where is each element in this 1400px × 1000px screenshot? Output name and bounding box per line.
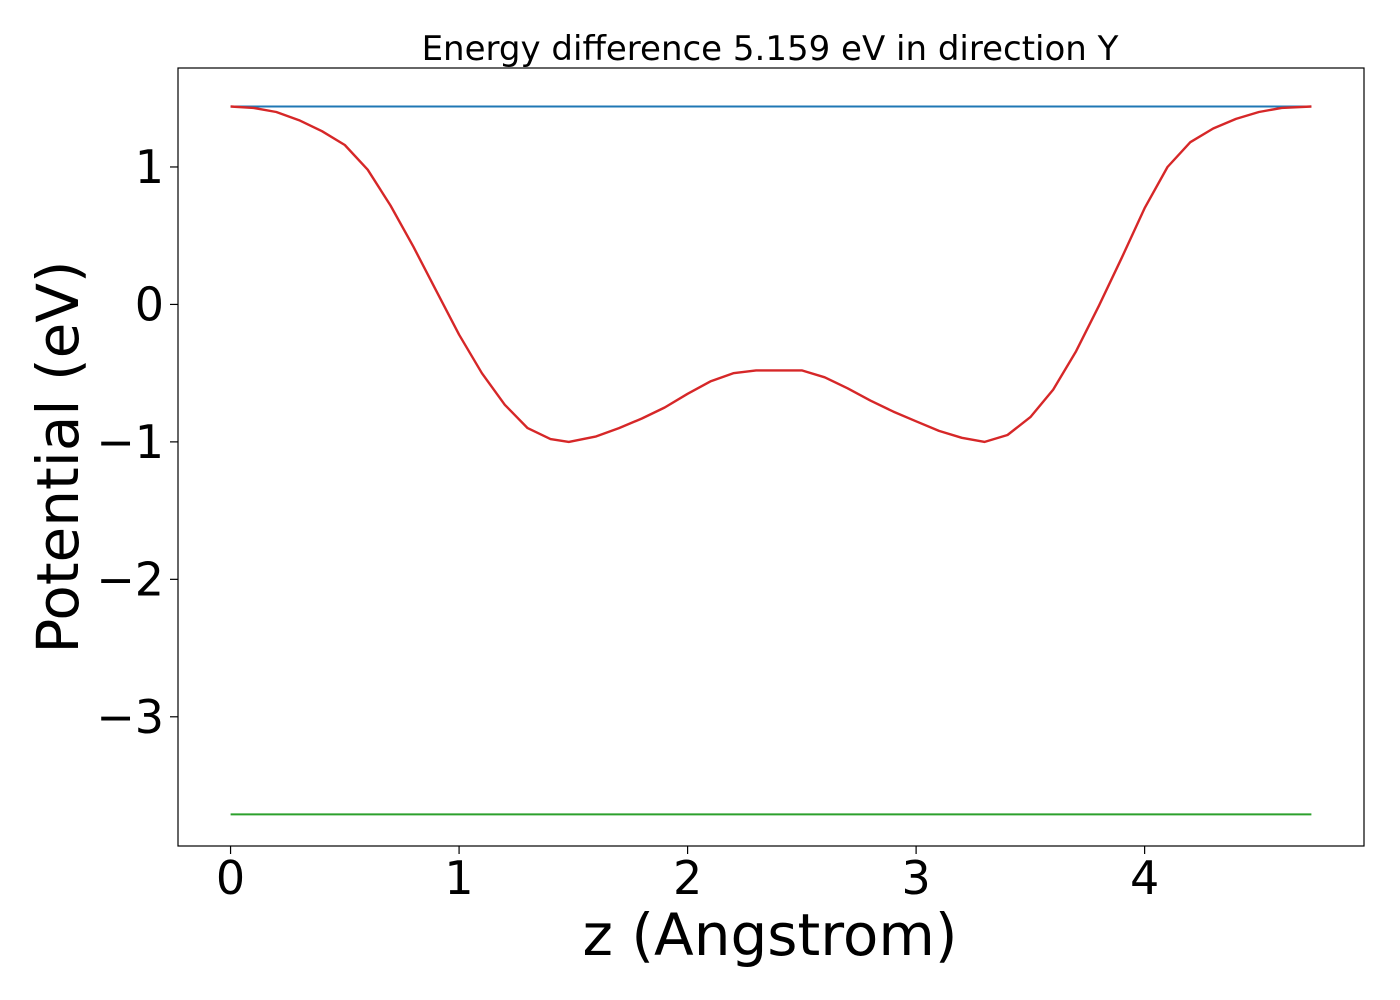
x-tick-label: 0 [216,851,245,905]
series-line-3 [230,105,1312,444]
x-tick-label: 1 [444,851,473,905]
y-tick-label: −2 [96,552,164,606]
y-tick-label: 1 [135,140,164,194]
x-axis-ticks: 0 1 2 3 4 [216,846,1159,905]
x-tick-label: 4 [1130,851,1159,905]
chart-title: Energy difference 5.159 eV in direction … [422,29,1119,69]
x-tick-label: 2 [673,851,702,905]
y-axis-ticks: 1 0 −1 −2 −3 [96,140,178,744]
x-axis-label: z (Angstrom) [583,901,958,969]
y-tick-label: 0 [135,277,164,331]
x-tick-label: 3 [901,851,930,905]
y-tick-label: −3 [96,690,164,744]
series-layer [230,105,1312,816]
plot-frame [177,67,1365,847]
y-axis-label: Potential (eV) [24,260,92,653]
y-tick-label: −1 [96,415,164,469]
